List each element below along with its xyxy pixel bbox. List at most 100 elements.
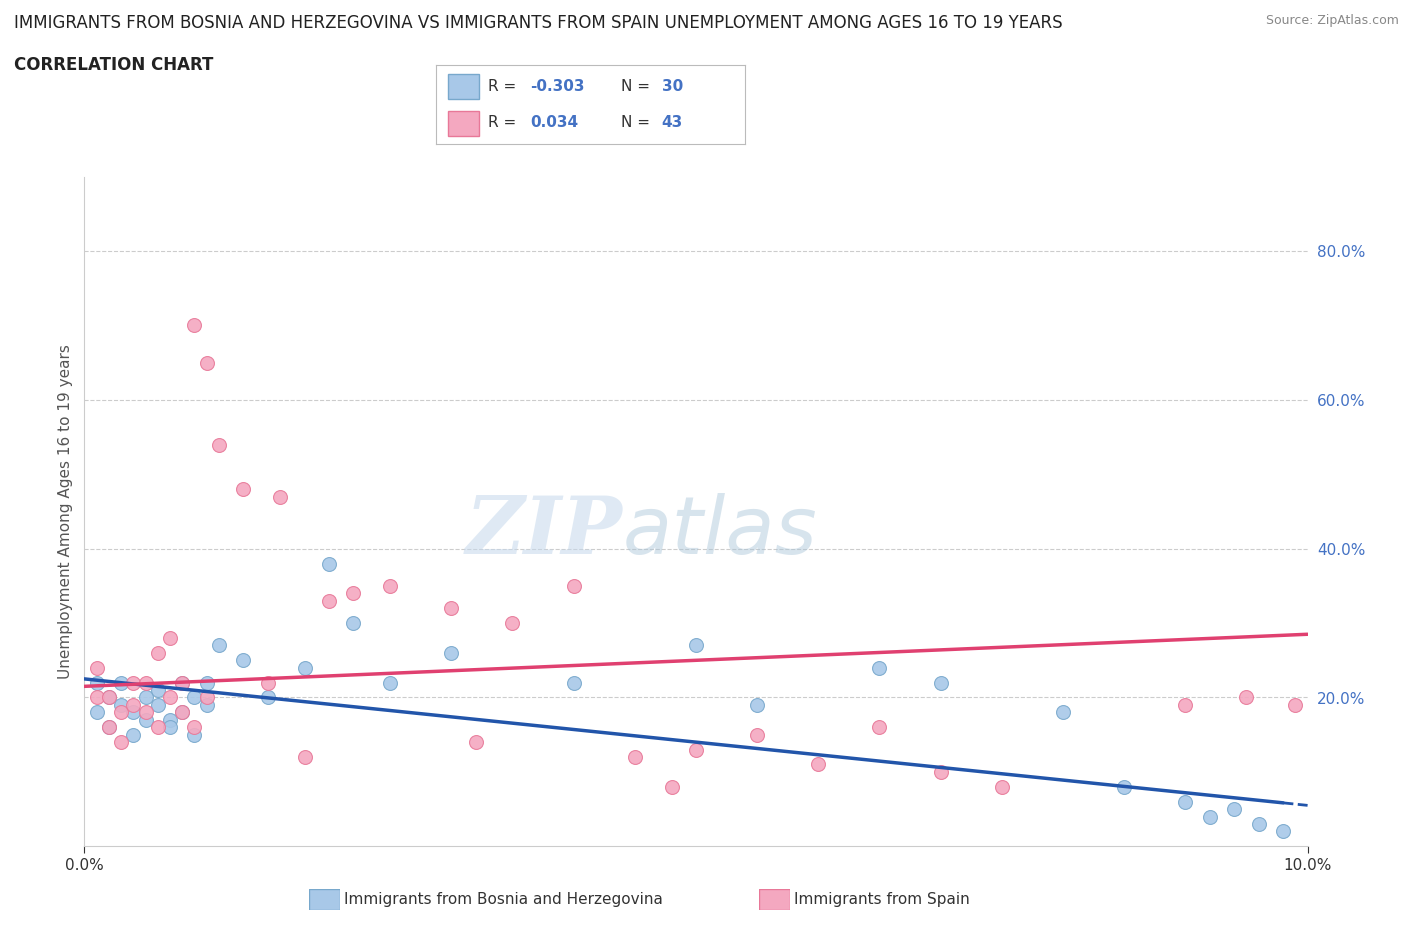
FancyBboxPatch shape — [449, 111, 479, 137]
Point — [1272, 824, 1295, 839]
Text: ZIP: ZIP — [465, 493, 623, 570]
Point — [294, 660, 316, 675]
Point — [183, 720, 205, 735]
Text: Immigrants from Bosnia and Herzegovina: Immigrants from Bosnia and Herzegovina — [344, 892, 664, 907]
Text: CORRELATION CHART: CORRELATION CHART — [14, 56, 214, 73]
Point — [195, 355, 218, 370]
Point — [135, 690, 157, 705]
Point — [97, 690, 120, 705]
Point — [172, 675, 194, 690]
Point — [183, 727, 205, 742]
Point — [685, 638, 707, 653]
Point — [97, 690, 120, 705]
Point — [440, 601, 463, 616]
Point — [1198, 809, 1220, 824]
Y-axis label: Unemployment Among Ages 16 to 19 years: Unemployment Among Ages 16 to 19 years — [58, 344, 73, 679]
Point — [464, 735, 486, 750]
Point — [146, 720, 169, 735]
Point — [1223, 802, 1246, 817]
Point — [269, 489, 291, 504]
Point — [502, 616, 524, 631]
Point — [110, 705, 132, 720]
Text: R =: R = — [488, 115, 526, 130]
Point — [110, 698, 132, 712]
Point — [195, 698, 218, 712]
Text: -0.303: -0.303 — [530, 79, 585, 94]
Point — [146, 698, 169, 712]
Point — [195, 690, 218, 705]
Point — [172, 705, 194, 720]
Point — [110, 675, 132, 690]
Point — [232, 653, 254, 668]
Point — [135, 705, 157, 720]
Point — [869, 660, 891, 675]
Point — [562, 578, 585, 593]
Point — [183, 690, 205, 705]
Point — [146, 683, 169, 698]
Point — [172, 705, 194, 720]
Point — [1174, 794, 1197, 809]
Text: N =: N = — [621, 79, 655, 94]
Point — [440, 645, 463, 660]
Point — [342, 616, 364, 631]
Point — [380, 578, 402, 593]
Point — [159, 631, 181, 645]
Point — [135, 675, 157, 690]
Point — [122, 727, 145, 742]
Point — [97, 720, 120, 735]
Point — [146, 645, 169, 660]
Point — [122, 698, 145, 712]
Text: IMMIGRANTS FROM BOSNIA AND HERZEGOVINA VS IMMIGRANTS FROM SPAIN UNEMPLOYMENT AMO: IMMIGRANTS FROM BOSNIA AND HERZEGOVINA V… — [14, 14, 1063, 32]
Point — [1247, 817, 1270, 831]
Point — [624, 750, 647, 764]
Point — [807, 757, 830, 772]
Point — [208, 638, 231, 653]
FancyBboxPatch shape — [449, 73, 479, 100]
Point — [929, 764, 952, 779]
Text: N =: N = — [621, 115, 655, 130]
Text: atlas: atlas — [623, 493, 817, 571]
Point — [1052, 705, 1074, 720]
Text: Source: ZipAtlas.com: Source: ZipAtlas.com — [1265, 14, 1399, 27]
Point — [342, 586, 364, 601]
Point — [661, 779, 683, 794]
Point — [869, 720, 891, 735]
Point — [1174, 698, 1197, 712]
Text: R =: R = — [488, 79, 522, 94]
Point — [1284, 698, 1306, 712]
Point — [97, 720, 120, 735]
Point — [747, 698, 769, 712]
Point — [685, 742, 707, 757]
Point — [159, 720, 181, 735]
Point — [380, 675, 402, 690]
Point — [318, 593, 340, 608]
FancyBboxPatch shape — [759, 889, 790, 910]
Point — [257, 690, 280, 705]
Point — [747, 727, 769, 742]
Text: 0.034: 0.034 — [530, 115, 578, 130]
Point — [929, 675, 952, 690]
Text: Immigrants from Spain: Immigrants from Spain — [794, 892, 970, 907]
Point — [183, 318, 205, 333]
Point — [294, 750, 316, 764]
Point — [232, 482, 254, 497]
Point — [110, 735, 132, 750]
Point — [562, 675, 585, 690]
Point — [318, 556, 340, 571]
Point — [86, 705, 108, 720]
Point — [86, 675, 108, 690]
Point — [172, 675, 194, 690]
Point — [135, 712, 157, 727]
Point — [1236, 690, 1258, 705]
Point — [1114, 779, 1136, 794]
Point — [122, 705, 145, 720]
Point — [86, 690, 108, 705]
Point — [159, 690, 181, 705]
Point — [195, 675, 218, 690]
Point — [257, 675, 280, 690]
Point — [159, 712, 181, 727]
Point — [86, 660, 108, 675]
Point — [991, 779, 1014, 794]
Text: 30: 30 — [662, 79, 683, 94]
Text: 43: 43 — [662, 115, 683, 130]
